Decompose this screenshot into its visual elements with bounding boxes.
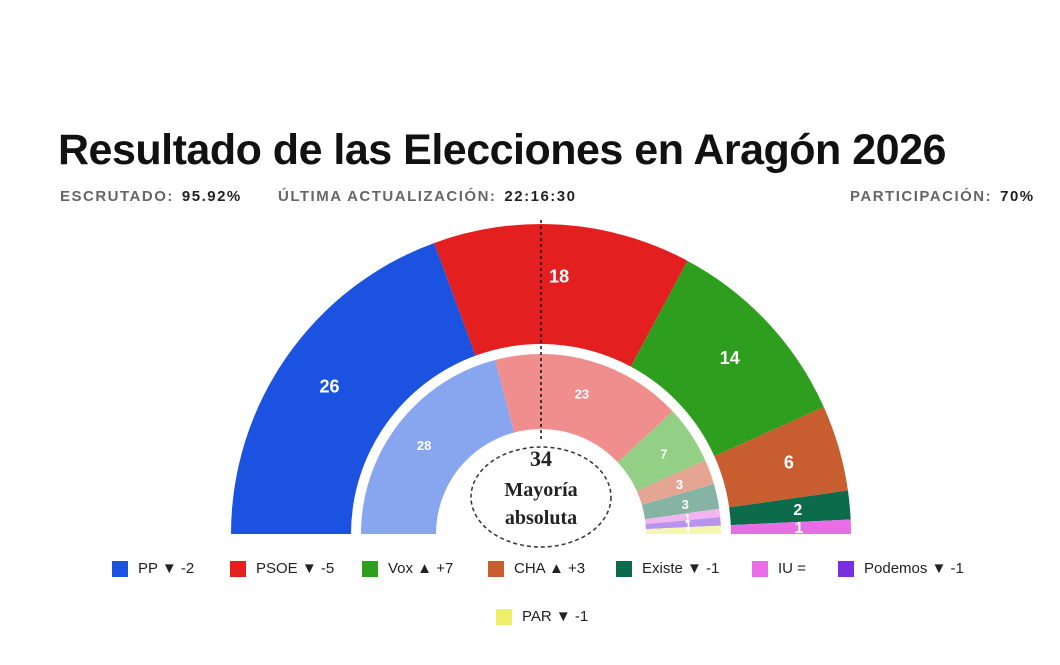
legend-label: CHA ▲ +3 (514, 560, 586, 577)
seat-arc-inner-pp (361, 359, 515, 534)
seat-arc-inner-psoe (495, 354, 673, 463)
seat-label-outer-psoe: 18 (549, 267, 569, 287)
majority-line1: Mayoría (504, 479, 577, 501)
seat-arc-inner-existe (641, 484, 720, 520)
legend-item-podemos: Podemos ▼ -1 (838, 560, 964, 577)
seat-label-outer-pp: 26 (319, 376, 339, 396)
legend-label: PAR ▼ -1 (522, 608, 589, 625)
outer-ring (231, 223, 851, 534)
seat-arc-outer-cha (714, 407, 848, 508)
legend-swatch (752, 560, 768, 577)
legend-swatch (616, 560, 632, 577)
seat-label-outer-existe: 2 (793, 502, 802, 519)
legend-item-psoe: PSOE ▼ -5 (230, 560, 334, 577)
seat-label-inner-podemos: 1 (685, 520, 691, 532)
seat-arc-outer-psoe (434, 223, 688, 367)
seat-label-outer-vox: 14 (720, 348, 740, 368)
inner-ring (361, 354, 721, 534)
legend-swatch (496, 608, 512, 625)
majority-line2: absoluta (505, 507, 577, 529)
seat-arc-outer-iu (730, 519, 851, 534)
legend-label: PSOE ▼ -5 (256, 560, 335, 577)
seat-label-inner-par: 1 (685, 527, 691, 539)
legend-label: Podemos ▼ -1 (864, 560, 964, 577)
escrutado-value: 95.92% (181, 188, 242, 205)
seat-label-inner-psoe: 23 (575, 386, 589, 401)
legend-label: Vox ▲ +7 (388, 560, 454, 577)
seat-arc-inner-cha (636, 460, 714, 505)
legend-item-pp: PP ▼ -2 (112, 560, 194, 577)
legend-swatch (488, 560, 504, 577)
seat-arc-inner-par (645, 525, 721, 534)
legend-label: Existe ▼ -1 (642, 560, 720, 577)
participacion-info: PARTICIPACIÓN: 70% (850, 188, 1035, 205)
majority-seats: 34 (530, 446, 552, 471)
seat-label-outer-iu: 1 (794, 520, 803, 537)
seat-label-inner-cha: 3 (676, 477, 683, 492)
seat-arc-outer-existe (729, 490, 851, 526)
seat-arc-inner-podemos (645, 517, 721, 530)
seat-label-inner-vox: 7 (660, 446, 667, 461)
escrutado-info: ESCRUTADO: 95.92% (60, 188, 242, 205)
legend-item-vox: Vox ▲ +7 (362, 560, 453, 577)
seat-label-inner-existe: 3 (682, 497, 689, 512)
seat-arc-inner-iu (644, 508, 721, 525)
seat-label-outer-cha: 6 (784, 452, 794, 472)
escrutado-label: ESCRUTADO: (60, 188, 174, 205)
chart-title: Resultado de las Elecciones en Aragón 20… (58, 126, 946, 174)
seat-label-inner-pp: 28 (417, 438, 431, 453)
actualizacion-info: ÚLTIMA ACTUALIZACIÓN: 22:16:30 (278, 188, 576, 205)
legend-swatch (112, 560, 128, 577)
participacion-value: 70% (1000, 188, 1035, 205)
seat-label-inner-iu: 1 (684, 513, 690, 525)
actualizacion-value: 22:16:30 (504, 188, 577, 205)
legend-label: IU = (778, 560, 806, 577)
legend-item-iu: IU = (752, 560, 806, 577)
legend-item-cha: CHA ▲ +3 (488, 560, 585, 577)
majority-circle (470, 446, 612, 548)
seat-arc-inner-vox (617, 411, 706, 491)
seat-arc-outer-pp (231, 242, 476, 534)
participacion-label: PARTICIPACIÓN: (850, 188, 993, 205)
legend-swatch (362, 560, 378, 577)
legend-label: PP ▼ -2 (138, 560, 195, 577)
legend-swatch (838, 560, 854, 577)
legend-swatch (230, 560, 246, 577)
seat-arc-outer-vox (630, 260, 824, 457)
actualizacion-label: ÚLTIMA ACTUALIZACIÓN: (278, 188, 497, 205)
legend-item-existe: Existe ▼ -1 (616, 560, 719, 577)
legend-item-par: PAR ▼ -1 (496, 608, 588, 625)
